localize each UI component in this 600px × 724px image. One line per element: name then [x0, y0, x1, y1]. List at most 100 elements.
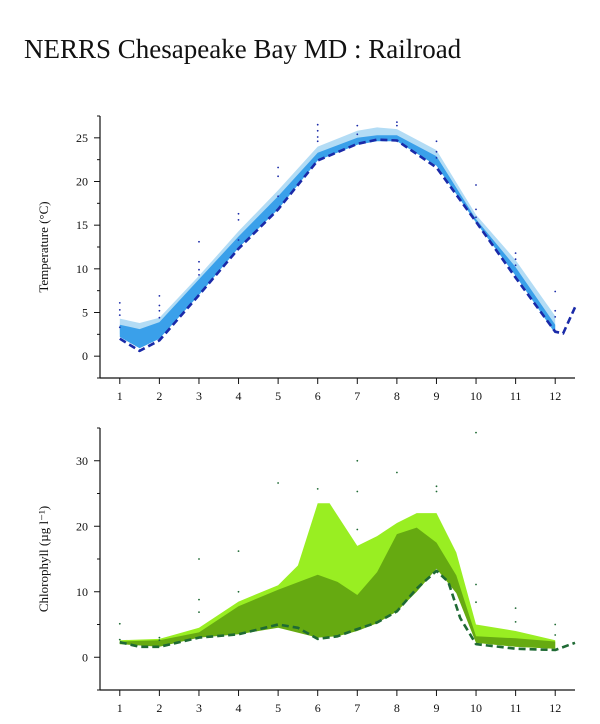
data-point: [198, 268, 200, 271]
data-point: [198, 611, 200, 613]
x-tick-label: 6: [315, 701, 321, 715]
x-tick-label: 9: [433, 389, 439, 403]
data-point: [118, 326, 121, 329]
data-point: [316, 140, 319, 143]
data-point: [554, 290, 557, 293]
data-point: [475, 208, 477, 211]
x-tick-label: 1: [117, 701, 123, 715]
data-point: [237, 590, 240, 593]
data-point: [475, 601, 477, 604]
x-tick-label: 1: [117, 389, 123, 403]
x-tick-label: 7: [354, 701, 360, 715]
x-tick-label: 6: [315, 389, 321, 403]
data-point: [198, 240, 200, 243]
data-point: [118, 314, 121, 316]
data-point: [118, 302, 121, 304]
data-point: [277, 166, 279, 169]
y-tick-label: 30: [76, 454, 88, 468]
data-point: [396, 121, 398, 123]
data-point: [554, 316, 557, 318]
y-tick-label: 15: [76, 218, 88, 232]
data-point: [554, 634, 557, 636]
data-point: [198, 558, 200, 560]
data-point: [435, 140, 438, 143]
median-line: [119, 138, 577, 353]
data-point: [356, 124, 359, 127]
data-point: [435, 490, 438, 493]
x-tick-label: 11: [510, 701, 522, 715]
data-point: [554, 623, 557, 626]
data-point: [475, 583, 477, 586]
data-point: [158, 316, 161, 319]
upper-band-area: [119, 503, 556, 649]
y-axis-label: Temperature (°C): [36, 201, 51, 292]
data-point: [316, 129, 319, 132]
data-point: [435, 157, 438, 159]
data-point: [277, 175, 279, 178]
y-axis-label: Chlorophyll (µg l⁻¹): [36, 506, 51, 612]
data-point: [158, 304, 161, 307]
data-point: [158, 639, 161, 642]
data-point: [237, 550, 240, 552]
data-point: [277, 195, 279, 198]
x-tick-label: 2: [156, 701, 162, 715]
x-tick-label: 11: [510, 389, 522, 403]
x-tick-label: 10: [470, 389, 482, 403]
data-point: [475, 216, 477, 219]
data-point: [396, 124, 398, 127]
data-point: [158, 309, 161, 312]
data-point: [277, 482, 279, 484]
x-tick-label: 10: [470, 701, 482, 715]
data-point: [514, 621, 517, 623]
y-tick-label: 10: [76, 585, 88, 599]
median-line: [119, 569, 576, 652]
x-tick-label: 3: [196, 389, 202, 403]
x-tick-label: 9: [433, 701, 439, 715]
data-point: [237, 239, 240, 241]
y-tick-label: 10: [76, 262, 88, 276]
x-tick-label: 12: [549, 701, 561, 715]
data-point: [514, 607, 517, 609]
lower-band-area: [119, 135, 556, 349]
x-tick-label: 8: [394, 701, 400, 715]
data-point: [158, 295, 161, 297]
data-point: [396, 471, 398, 474]
x-tick-label: 4: [236, 389, 242, 403]
data-point: [158, 636, 161, 639]
data-point: [475, 184, 477, 186]
page-title: NERRS Chesapeake Bay MD : Railroad: [24, 34, 462, 64]
data-point: [237, 212, 240, 215]
data-point: [118, 638, 121, 641]
lower-band-area: [119, 527, 556, 649]
y-tick-label: 5: [82, 306, 88, 320]
data-point: [316, 488, 319, 490]
x-tick-label: 2: [156, 389, 162, 403]
data-point: [118, 622, 121, 625]
data-point: [237, 219, 240, 221]
data-point: [514, 258, 517, 261]
y-tick-label: 20: [76, 175, 88, 189]
data-point: [514, 252, 517, 255]
data-point: [356, 133, 359, 136]
y-tick-label: 25: [76, 131, 88, 145]
x-tick-label: 12: [549, 389, 561, 403]
data-point: [475, 431, 477, 434]
data-point: [356, 528, 359, 531]
data-point: [514, 264, 517, 267]
data-point: [435, 485, 438, 488]
x-tick-label: 5: [275, 701, 281, 715]
data-point: [118, 309, 121, 311]
data-point: [356, 459, 359, 462]
data-point: [198, 260, 200, 263]
data-point: [316, 123, 319, 126]
data-point: [316, 136, 319, 138]
y-tick-label: 0: [82, 650, 88, 664]
x-tick-label: 7: [354, 389, 360, 403]
x-tick-label: 3: [196, 701, 202, 715]
x-tick-label: 4: [236, 701, 242, 715]
data-point: [356, 490, 359, 493]
data-point: [435, 150, 438, 153]
